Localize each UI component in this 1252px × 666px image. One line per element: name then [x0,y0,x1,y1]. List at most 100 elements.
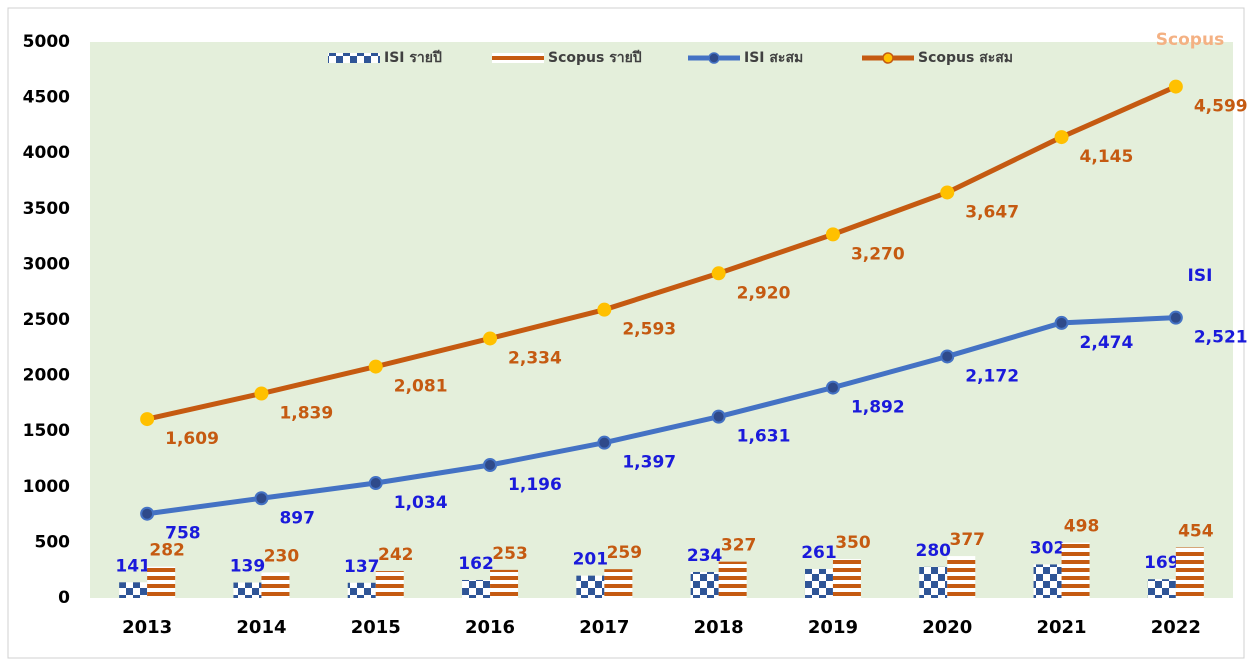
data-label: 141 [115,556,151,576]
marker [940,185,955,200]
bar [1147,579,1176,598]
bar [832,559,861,598]
legend-marker [708,52,720,64]
marker [597,302,612,317]
marker [254,386,269,401]
x-tick-label: 2013 [122,617,172,638]
data-label: 1,631 [737,427,791,447]
marker [825,380,840,395]
annotation: Scopus [1156,30,1224,50]
data-label: 1,609 [165,429,219,449]
data-label: 1,196 [508,475,562,495]
legend-marker [882,52,894,64]
bar [233,582,262,598]
data-label: 2,081 [394,377,448,397]
x-tick-label: 2020 [922,617,972,638]
data-label: 234 [687,546,723,566]
marker [1168,79,1183,94]
bar [462,579,491,598]
marker [140,412,155,427]
bar [947,556,976,598]
data-label: 2,334 [508,348,562,368]
marker [254,491,269,506]
data-label: 302 [1030,538,1066,558]
data-label: 259 [607,543,643,563]
bar [1033,564,1062,598]
data-label: 498 [1064,517,1100,537]
bar [1175,547,1204,598]
bar [375,571,404,598]
bar [690,571,719,598]
data-label: 2,593 [622,320,676,340]
bar [490,569,519,598]
marker [825,227,840,242]
data-label: 350 [835,533,871,553]
y-tick-label: 2000 [23,366,70,386]
data-label: 230 [264,546,300,566]
data-label: 4,145 [1080,147,1134,167]
y-tick-label: 2500 [23,310,70,330]
y-tick-label: 3000 [23,254,70,274]
data-label: 280 [916,541,952,561]
x-tick-label: 2017 [579,617,629,638]
bar [119,582,148,598]
y-tick-label: 0 [58,588,70,608]
data-label: 162 [458,554,494,574]
bar [576,575,605,598]
bar [261,572,290,598]
marker [940,349,955,364]
data-label: 3,647 [965,202,1019,222]
marker [368,359,383,374]
marker [597,435,612,450]
data-label: 282 [149,541,185,561]
marker [1054,130,1069,145]
bar [604,569,633,598]
marker [711,409,726,424]
legend-swatch [492,53,544,63]
data-label: 1,397 [622,453,676,473]
data-label: 3,270 [851,244,905,264]
data-label: 242 [378,545,414,565]
data-label: 1,034 [394,493,448,513]
data-label: 4,599 [1194,97,1248,117]
data-label: 377 [950,530,986,550]
marker [711,266,726,281]
data-label: 758 [165,524,201,544]
y-tick-label: 500 [35,532,71,552]
legend-swatch [328,53,380,63]
data-label: 454 [1178,522,1214,542]
marker [140,506,155,521]
data-label: 2,920 [737,283,791,303]
legend-label: Scopus รายปี [548,50,642,66]
marker [368,476,383,491]
data-label: 139 [230,557,266,577]
marker [1054,315,1069,330]
bar [147,566,176,598]
data-label: 261 [801,543,837,563]
line [146,84,1177,422]
bar [804,568,833,598]
y-tick-label: 1500 [23,421,70,441]
bar [347,582,376,598]
y-tick-label: 3500 [23,199,70,219]
data-label: 137 [344,557,380,577]
x-tick-label: 2019 [808,617,858,638]
x-tick-label: 2014 [236,617,286,638]
data-label: 1,839 [279,404,333,424]
y-tick-label: 1000 [23,477,70,497]
bar [718,561,747,598]
bar [1061,542,1090,598]
x-tick-label: 2016 [465,617,515,638]
y-tick-label: 5000 [23,32,70,52]
marker [483,331,498,346]
x-tick-label: 2021 [1036,617,1086,638]
line [146,315,1176,517]
bar [919,566,948,598]
data-label: 1,892 [851,398,905,418]
y-tick-label: 4000 [23,143,70,163]
data-label: 253 [492,544,528,564]
legend-label: Scopus สะสม [918,50,1013,66]
legend-label: ISI สะสม [744,50,803,66]
data-label: 327 [721,536,757,556]
